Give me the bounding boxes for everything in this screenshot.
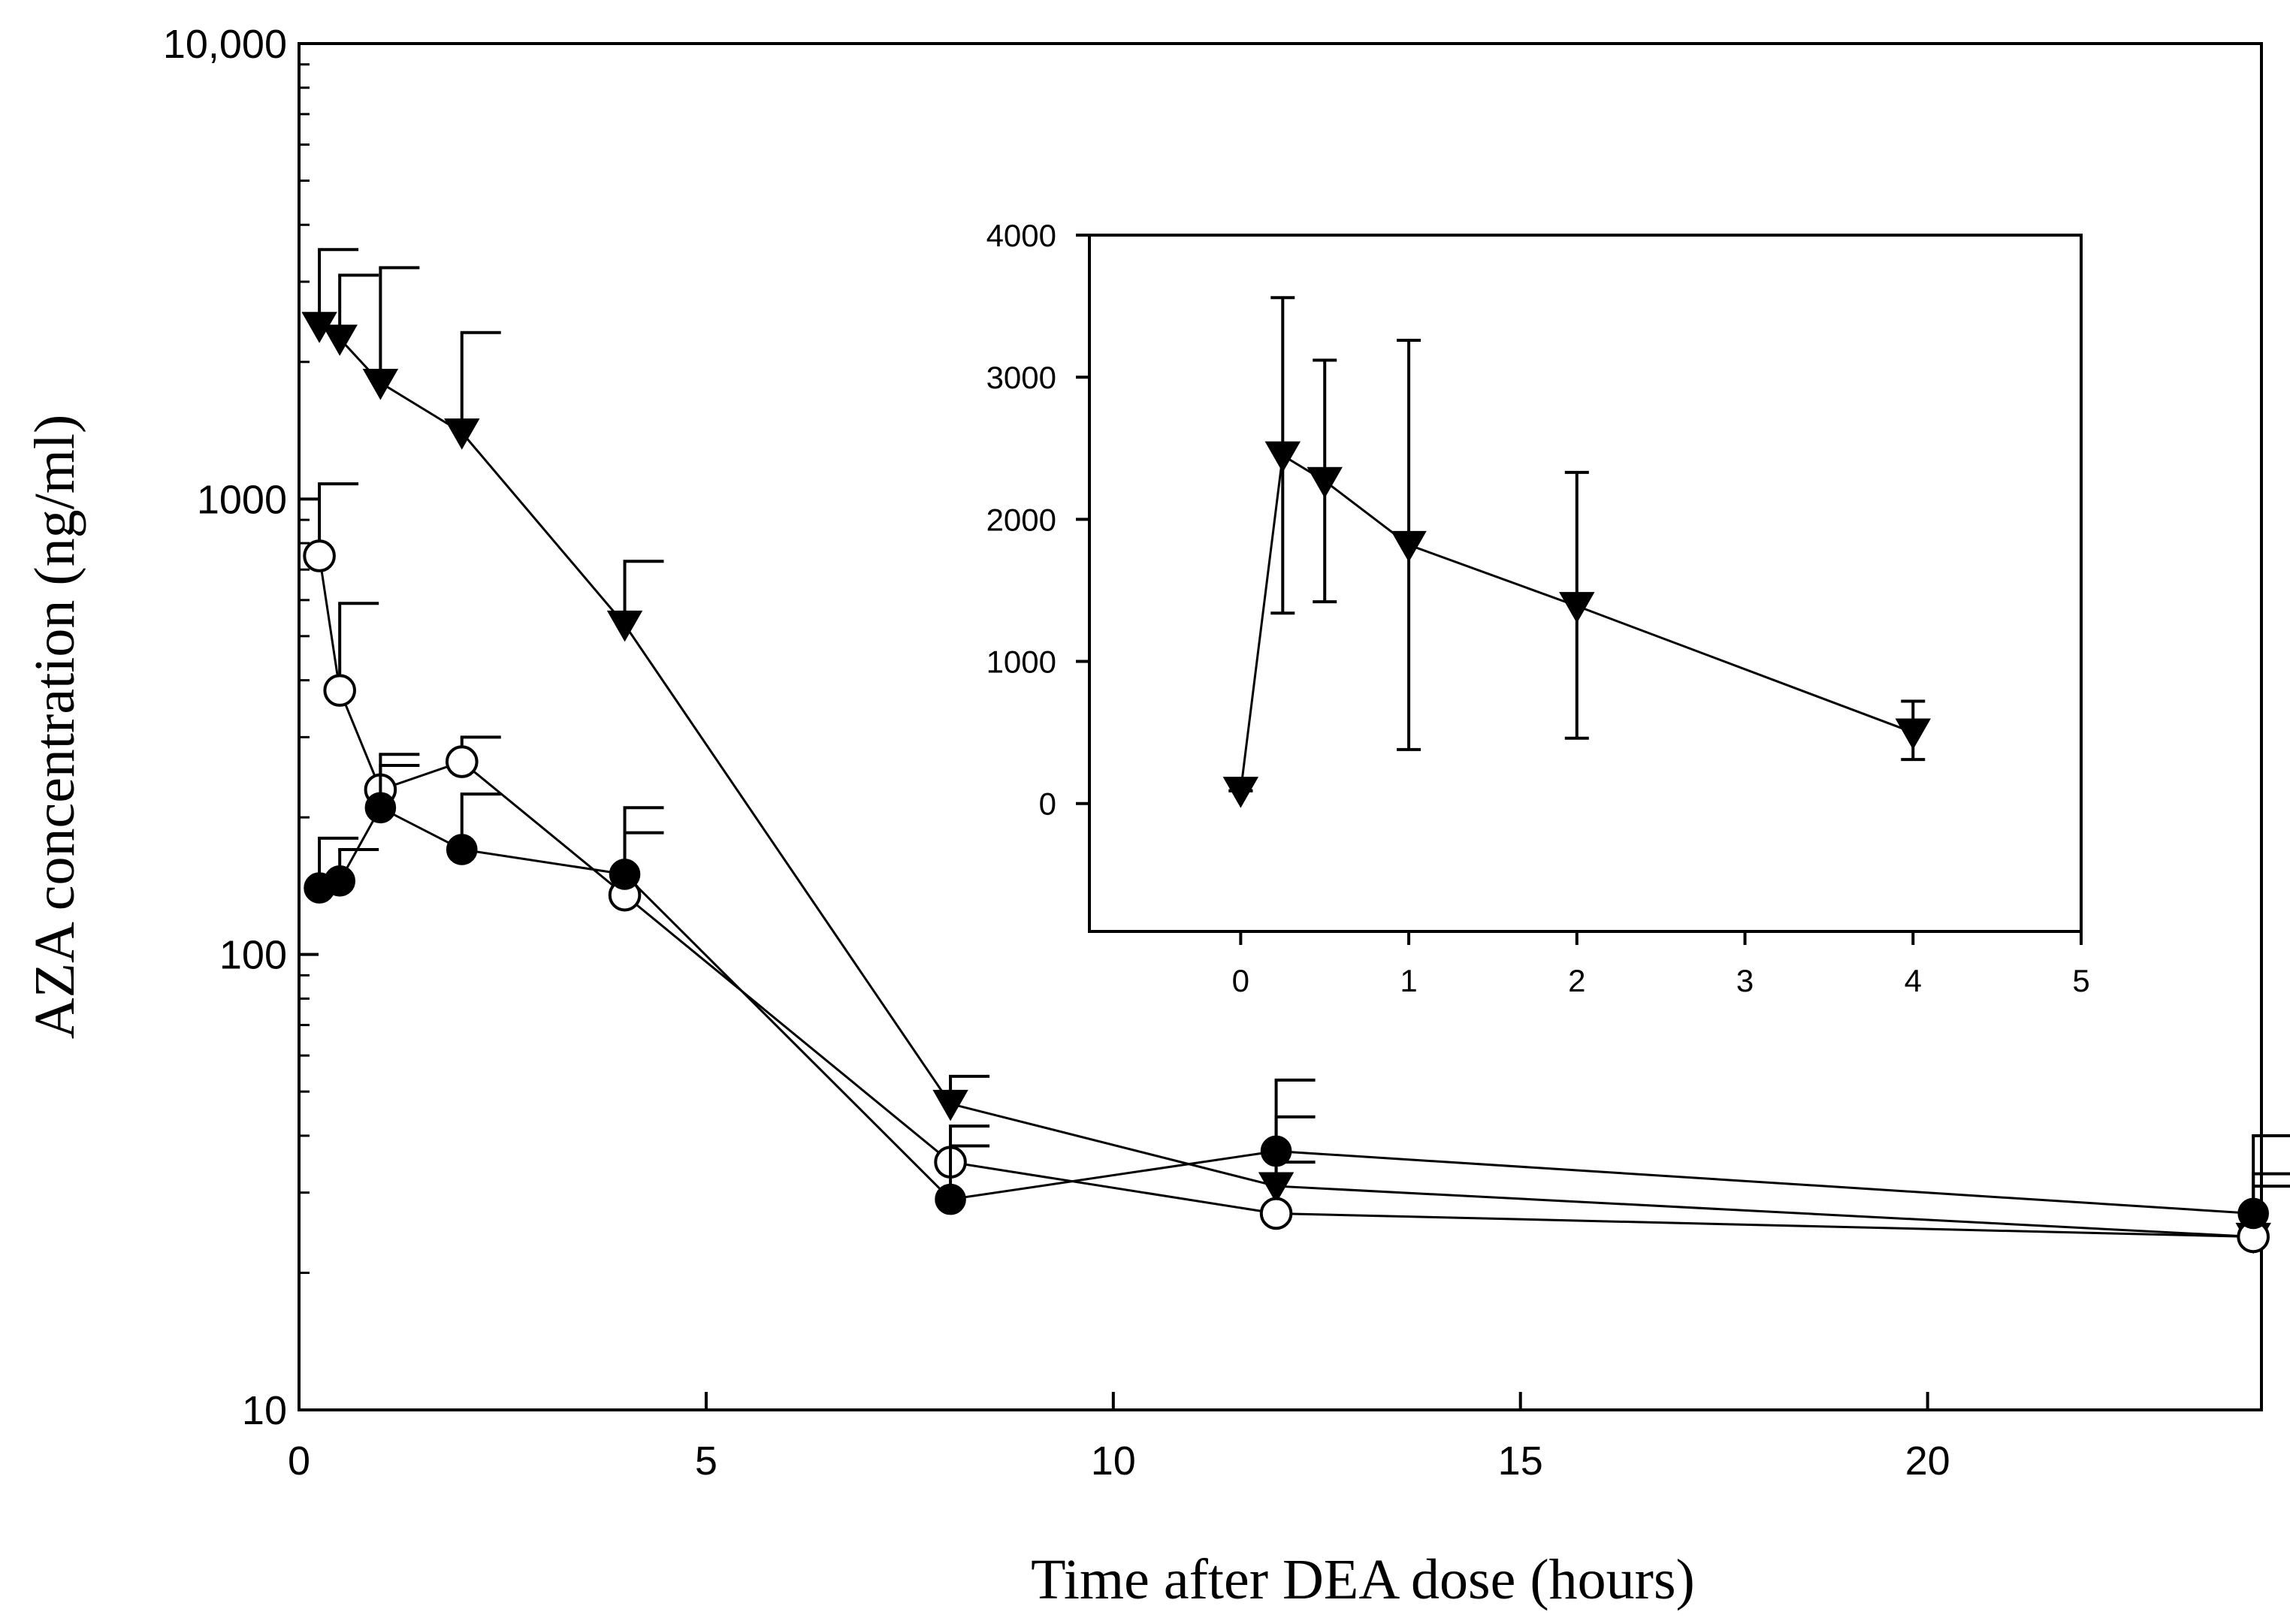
main-x-tick-label: 15	[1498, 1438, 1543, 1484]
triangle-marker	[932, 1089, 968, 1121]
main-x-tick-label: 10	[1091, 1438, 1136, 1484]
filled-circle-marker	[935, 1183, 966, 1215]
inset-triangle-marker	[1264, 441, 1301, 473]
inset-x-tick-label: 5	[2072, 963, 2089, 998]
inset-triangle-marker	[1307, 466, 1343, 499]
filled-circle-marker	[446, 834, 478, 865]
main-x-tick-label: 0	[288, 1438, 310, 1484]
filled-circle-marker	[1260, 1135, 1292, 1167]
inset-triangle-marker	[1559, 592, 1595, 623]
inset-series-filled-triangle	[1222, 296, 1931, 808]
inset-x-tick-label: 2	[1568, 963, 1585, 998]
triangle-marker	[362, 368, 399, 400]
main-y-tick-label: 1000	[197, 477, 287, 522]
main-y-tick-label: 10	[242, 1388, 287, 1433]
inset-y-tick-label: 4000	[986, 218, 1056, 253]
y-axis-title: AZA concentration (ng/ml)	[23, 415, 86, 1040]
filled-circle-marker	[364, 792, 397, 824]
triangle-series-line	[319, 324, 2254, 1238]
open-circle-marker	[445, 745, 479, 778]
open-circle-marker	[323, 674, 356, 707]
triangle-marker	[444, 418, 480, 450]
inset-y-tick-label: 1000	[986, 644, 1056, 680]
inset-triangle-marker	[1222, 777, 1259, 808]
inset-series-line	[1239, 453, 1914, 791]
open-circle-series-line	[318, 555, 2254, 1238]
main-y-tick-label: 10,000	[163, 22, 287, 67]
filled-circle-marker	[324, 865, 355, 897]
series-filled-circle	[304, 764, 2290, 1230]
inset-x-tick-label: 1	[1400, 963, 1417, 998]
main-x-tick-label: 20	[1905, 1438, 1950, 1484]
inset-y-tick-label: 3000	[986, 360, 1056, 395]
inset-triangle-marker	[1895, 718, 1931, 750]
open-circle-marker	[1259, 1197, 1293, 1230]
inset-x-tick-label: 0	[1232, 963, 1249, 998]
main-y-tick-label: 100	[219, 933, 287, 978]
triangle-marker	[322, 324, 358, 356]
inset-y-tick-label: 2000	[986, 502, 1056, 537]
main-x-tick-label: 5	[695, 1438, 718, 1484]
inset-frame	[1088, 234, 2083, 933]
inset-triangle-marker	[1391, 530, 1427, 563]
series-filled-triangle	[301, 248, 2290, 1254]
inset-x-tick-label: 4	[1905, 963, 1922, 998]
triangle-marker	[606, 610, 643, 642]
main-plot-frame	[298, 42, 2263, 1411]
x-axis-title: Time after DEA dose (hours)	[1031, 1548, 1695, 1611]
inset-y-tick-label: 0	[1039, 786, 1056, 822]
inset-x-tick-label: 3	[1736, 963, 1754, 998]
filled-circle-marker	[609, 859, 641, 890]
filled-circle-marker	[2237, 1197, 2269, 1230]
inset-plot: 0 1000 2000 3000 4000 0 1 2 3 4 5	[986, 218, 2090, 998]
open-circle-marker	[303, 539, 336, 572]
